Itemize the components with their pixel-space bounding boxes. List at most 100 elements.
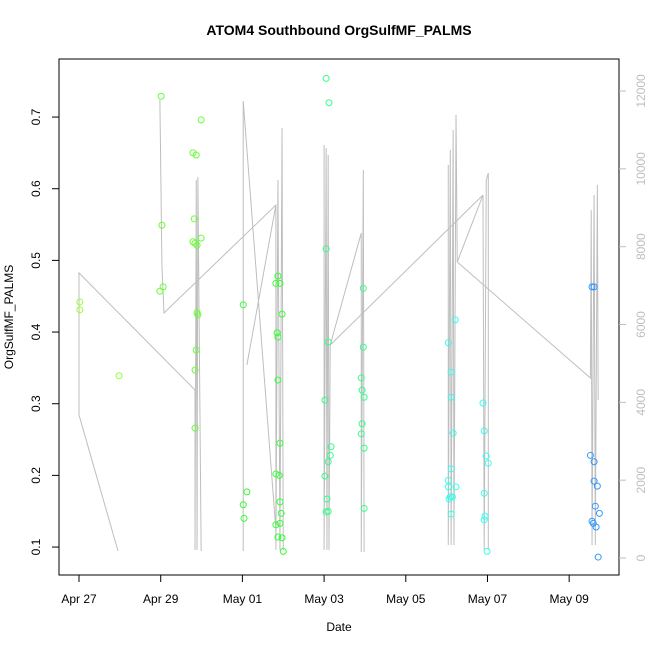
data-point <box>452 483 460 491</box>
data-point <box>593 482 601 490</box>
data-point <box>480 516 488 524</box>
data-point <box>243 488 251 496</box>
data-point <box>274 333 282 341</box>
data-point <box>357 430 365 438</box>
data-point <box>360 393 368 401</box>
data-point <box>359 343 367 351</box>
x-tick-label: May 07 <box>468 592 508 606</box>
data-point <box>278 534 286 542</box>
data-point <box>277 509 285 517</box>
x-tick-label: May 01 <box>223 592 263 606</box>
x-axis-label: Date <box>326 620 352 634</box>
data-point <box>590 458 598 466</box>
x-tick-label: Apr 29 <box>143 592 179 606</box>
data-point <box>360 444 368 452</box>
y-tick-label: 0.1 <box>29 538 43 555</box>
data-point <box>595 509 603 517</box>
data-point <box>276 498 284 506</box>
data-point <box>322 74 330 82</box>
data-point <box>239 301 247 309</box>
data-point <box>272 470 280 478</box>
y2-tick-label: 8000 <box>634 233 648 260</box>
y-tick-label: 0.7 <box>29 108 43 125</box>
plot-frame <box>58 58 620 576</box>
data-point <box>322 508 330 516</box>
data-point <box>275 471 283 479</box>
y-tick-label: 0.4 <box>29 323 43 340</box>
data-point <box>326 451 334 459</box>
data-point <box>276 519 284 527</box>
data-point <box>240 514 248 522</box>
data-point <box>359 284 367 292</box>
data-point <box>76 298 84 306</box>
y2-tick-label: 4000 <box>634 389 648 416</box>
data-point <box>324 338 332 346</box>
data-point <box>483 547 491 555</box>
data-point <box>358 420 366 428</box>
data-point <box>115 372 123 380</box>
data-point <box>156 287 164 295</box>
data-point <box>197 116 205 124</box>
data-point <box>444 339 452 347</box>
data-point <box>322 245 330 253</box>
data-point <box>447 510 455 518</box>
altitude-line <box>78 100 599 553</box>
data-point <box>190 215 198 223</box>
x-tick-label: Apr 27 <box>61 592 97 606</box>
data-point <box>272 521 280 529</box>
data-point <box>484 459 492 467</box>
data-point <box>360 504 368 512</box>
y2-tick-label: 0 <box>634 554 648 561</box>
data-point <box>276 279 284 287</box>
data-point <box>449 429 457 437</box>
y-tick-label: 0.5 <box>29 252 43 269</box>
data-point <box>357 374 365 382</box>
y-tick-label: 0.3 <box>29 395 43 412</box>
data-point <box>191 366 199 374</box>
data-point <box>321 472 329 480</box>
x-tick-label: May 09 <box>549 592 589 606</box>
data-point <box>480 427 488 435</box>
data-point <box>321 396 329 404</box>
data-point <box>272 279 280 287</box>
data-point <box>193 241 201 249</box>
y2-tick-label: 10000 <box>634 152 648 186</box>
data-point <box>189 238 197 246</box>
x-tick-label: May 05 <box>386 592 426 606</box>
data-point <box>594 553 602 561</box>
x-tick-label: May 03 <box>304 592 344 606</box>
data-point <box>588 283 596 291</box>
data-point <box>479 399 487 407</box>
data-point <box>192 346 200 354</box>
data-point <box>324 458 332 466</box>
data-point <box>323 495 331 503</box>
data-point <box>276 439 284 447</box>
y-tick-label: 0.6 <box>29 180 43 197</box>
data-point <box>197 234 205 242</box>
data-point <box>586 451 594 459</box>
data-point <box>592 523 600 531</box>
y-axis-label: OrgSulfMF_PALMS <box>2 265 16 369</box>
data-point <box>590 283 598 291</box>
data-point <box>358 386 366 394</box>
data-point <box>191 239 199 247</box>
data-point <box>157 92 165 100</box>
data-point <box>159 283 167 291</box>
data-point <box>278 310 286 318</box>
data-point <box>158 221 166 229</box>
y2-tick-label: 12000 <box>634 74 648 108</box>
data-point <box>451 316 459 324</box>
data-point <box>279 547 287 555</box>
data-point <box>590 477 598 485</box>
data-point <box>444 483 452 491</box>
data-point <box>239 501 247 509</box>
data-point <box>447 368 455 376</box>
data-point <box>327 443 335 451</box>
data-point <box>480 489 488 497</box>
data-point <box>482 452 490 460</box>
data-point <box>274 533 282 541</box>
chart-title: ATOM4 Southbound OrgSulfMF_PALMS <box>206 22 471 38</box>
data-point <box>273 329 281 337</box>
data-point <box>194 311 202 319</box>
